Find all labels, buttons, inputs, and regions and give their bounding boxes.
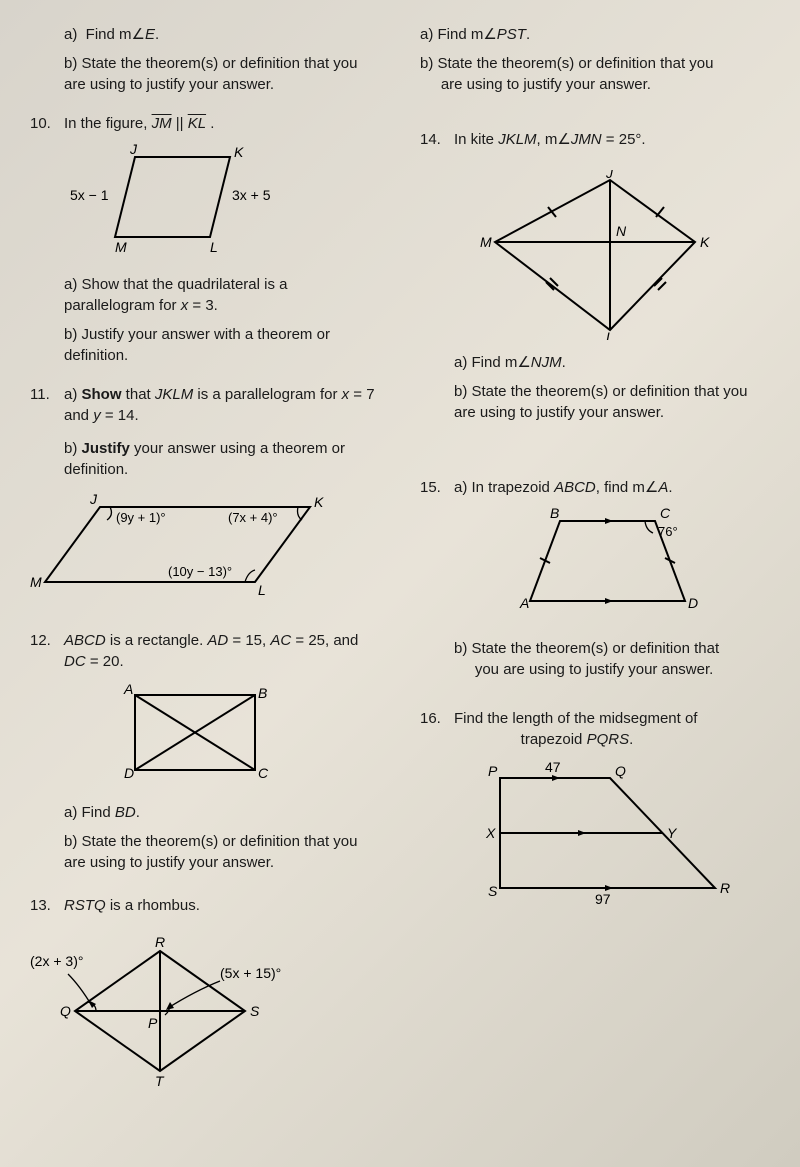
q12-a: a) Find BD. [64,802,380,823]
svg-text:3x + 5: 3x + 5 [232,187,271,203]
svg-text:M: M [30,574,42,590]
svg-text:B: B [258,685,267,701]
svg-text:A: A [123,681,133,697]
svg-text:D: D [688,595,698,611]
q11: 11. a) Show that JKLM is a parallelogram… [30,384,380,426]
q13: 13. RSTQ is a rhombus. [30,895,380,916]
q9-a: a) Find m∠E. [64,24,380,45]
svg-text:M: M [115,239,127,255]
svg-text:B: B [550,506,559,521]
q12-intro: ABCD is a rectangle. AD = 15, AC = 25, a… [64,630,380,672]
q16-figure: P Q R S X Y 47 97 [460,758,770,908]
q15-b: b) State the theorem(s) or definition th… [454,638,770,680]
svg-text:(5x + 15)°: (5x + 15)° [220,965,281,981]
svg-text:K: K [314,494,324,510]
svg-text:L: L [258,582,266,598]
q14-figure: J K L M N [480,170,770,340]
q12-b: b) State the theorem(s) or definition th… [64,831,380,873]
q16-number: 16. [420,708,454,750]
q15-number: 15. [420,477,454,498]
svg-text:T: T [155,1073,165,1086]
svg-text:P: P [488,763,498,779]
q14-intro: In kite JKLM, m∠JMN = 25°. [454,129,770,150]
svg-text:47: 47 [545,759,561,775]
svg-text:(7x + 4)°: (7x + 4)° [228,510,278,525]
q14-b: b) State the theorem(s) or definition th… [454,381,770,423]
q10-b: b) Justify your answer with a theorem or… [64,324,380,366]
svg-text:J: J [89,492,98,507]
q10: 10. In the figure, JM || KL . [30,113,380,134]
svg-text:76°: 76° [658,524,678,539]
svg-text:S: S [250,1003,260,1019]
svg-text:X: X [485,825,496,841]
svg-text:5x − 1: 5x − 1 [70,187,109,203]
q10-figure: J K M L 5x − 1 3x + 5 [60,142,380,262]
q9-b: b) State the theorem(s) or definition th… [64,53,380,95]
svg-text:J: J [129,142,138,157]
q11-figure: J K L M (9y + 1)° (7x + 4)° (10y − 13)° [30,492,380,602]
svg-text:J: J [605,170,614,181]
svg-text:Q: Q [60,1003,71,1019]
q13-figure: R S T Q P (2x + 3)° (5x + 15)° [30,936,380,1086]
svg-text:K: K [234,144,244,160]
q12-number: 12. [30,630,64,672]
q12-figure: A B C D [110,680,380,790]
q13r-b: b) State the theorem(s) or definition th… [420,53,770,95]
q16-intro: Find the length of the midsegment of tra… [454,708,770,750]
svg-text:L: L [210,239,218,255]
q11-b: b) Justify your answer using a theorem o… [64,438,380,480]
svg-text:D: D [124,765,134,781]
q14-a: a) Find m∠NJM. [454,352,770,373]
svg-text:Q: Q [615,763,626,779]
svg-text:P: P [148,1015,158,1031]
left-column: a) Find m∠E. b) State the theorem(s) or … [30,20,380,1147]
svg-text:M: M [480,234,492,250]
q13r-a: a) Find m∠PST. [420,24,770,45]
svg-text:(9y + 1)°: (9y + 1)° [116,510,166,525]
svg-text:R: R [155,936,165,950]
q10-number: 10. [30,113,64,134]
svg-text:(2x + 3)°: (2x + 3)° [30,953,83,969]
q15-figure: B C D A 76° [510,506,770,626]
q11-a: a) Show that JKLM is a parallelogram for… [64,384,380,426]
q13-intro: RSTQ is a rhombus. [64,895,380,916]
svg-text:N: N [616,223,627,239]
q10-a: a) Show that the quadrilateral is a para… [64,274,380,316]
svg-text:(10y − 13)°: (10y − 13)° [168,564,232,579]
right-column: a) Find m∠PST. b) State the theorem(s) o… [420,20,770,1147]
svg-text:C: C [660,506,671,521]
q16: 16. Find the length of the midsegment of… [420,708,770,750]
q14: 14. In kite JKLM, m∠JMN = 25°. [420,129,770,150]
q14-number: 14. [420,129,454,150]
svg-text:Y: Y [667,825,678,841]
svg-text:L: L [606,329,614,340]
svg-text:97: 97 [595,891,611,907]
svg-text:K: K [700,234,710,250]
q13-number: 13. [30,895,64,916]
svg-text:S: S [488,883,498,899]
q12: 12. ABCD is a rectangle. AD = 15, AC = 2… [30,630,380,672]
q15-a: a) In trapezoid ABCD, find m∠A. [454,477,770,498]
svg-text:R: R [720,880,730,896]
svg-text:C: C [258,765,269,781]
q15: 15. a) In trapezoid ABCD, find m∠A. [420,477,770,498]
svg-text:A: A [519,595,529,611]
q11-number: 11. [30,384,64,426]
q10-intro: In the figure, JM || KL . [64,113,380,134]
